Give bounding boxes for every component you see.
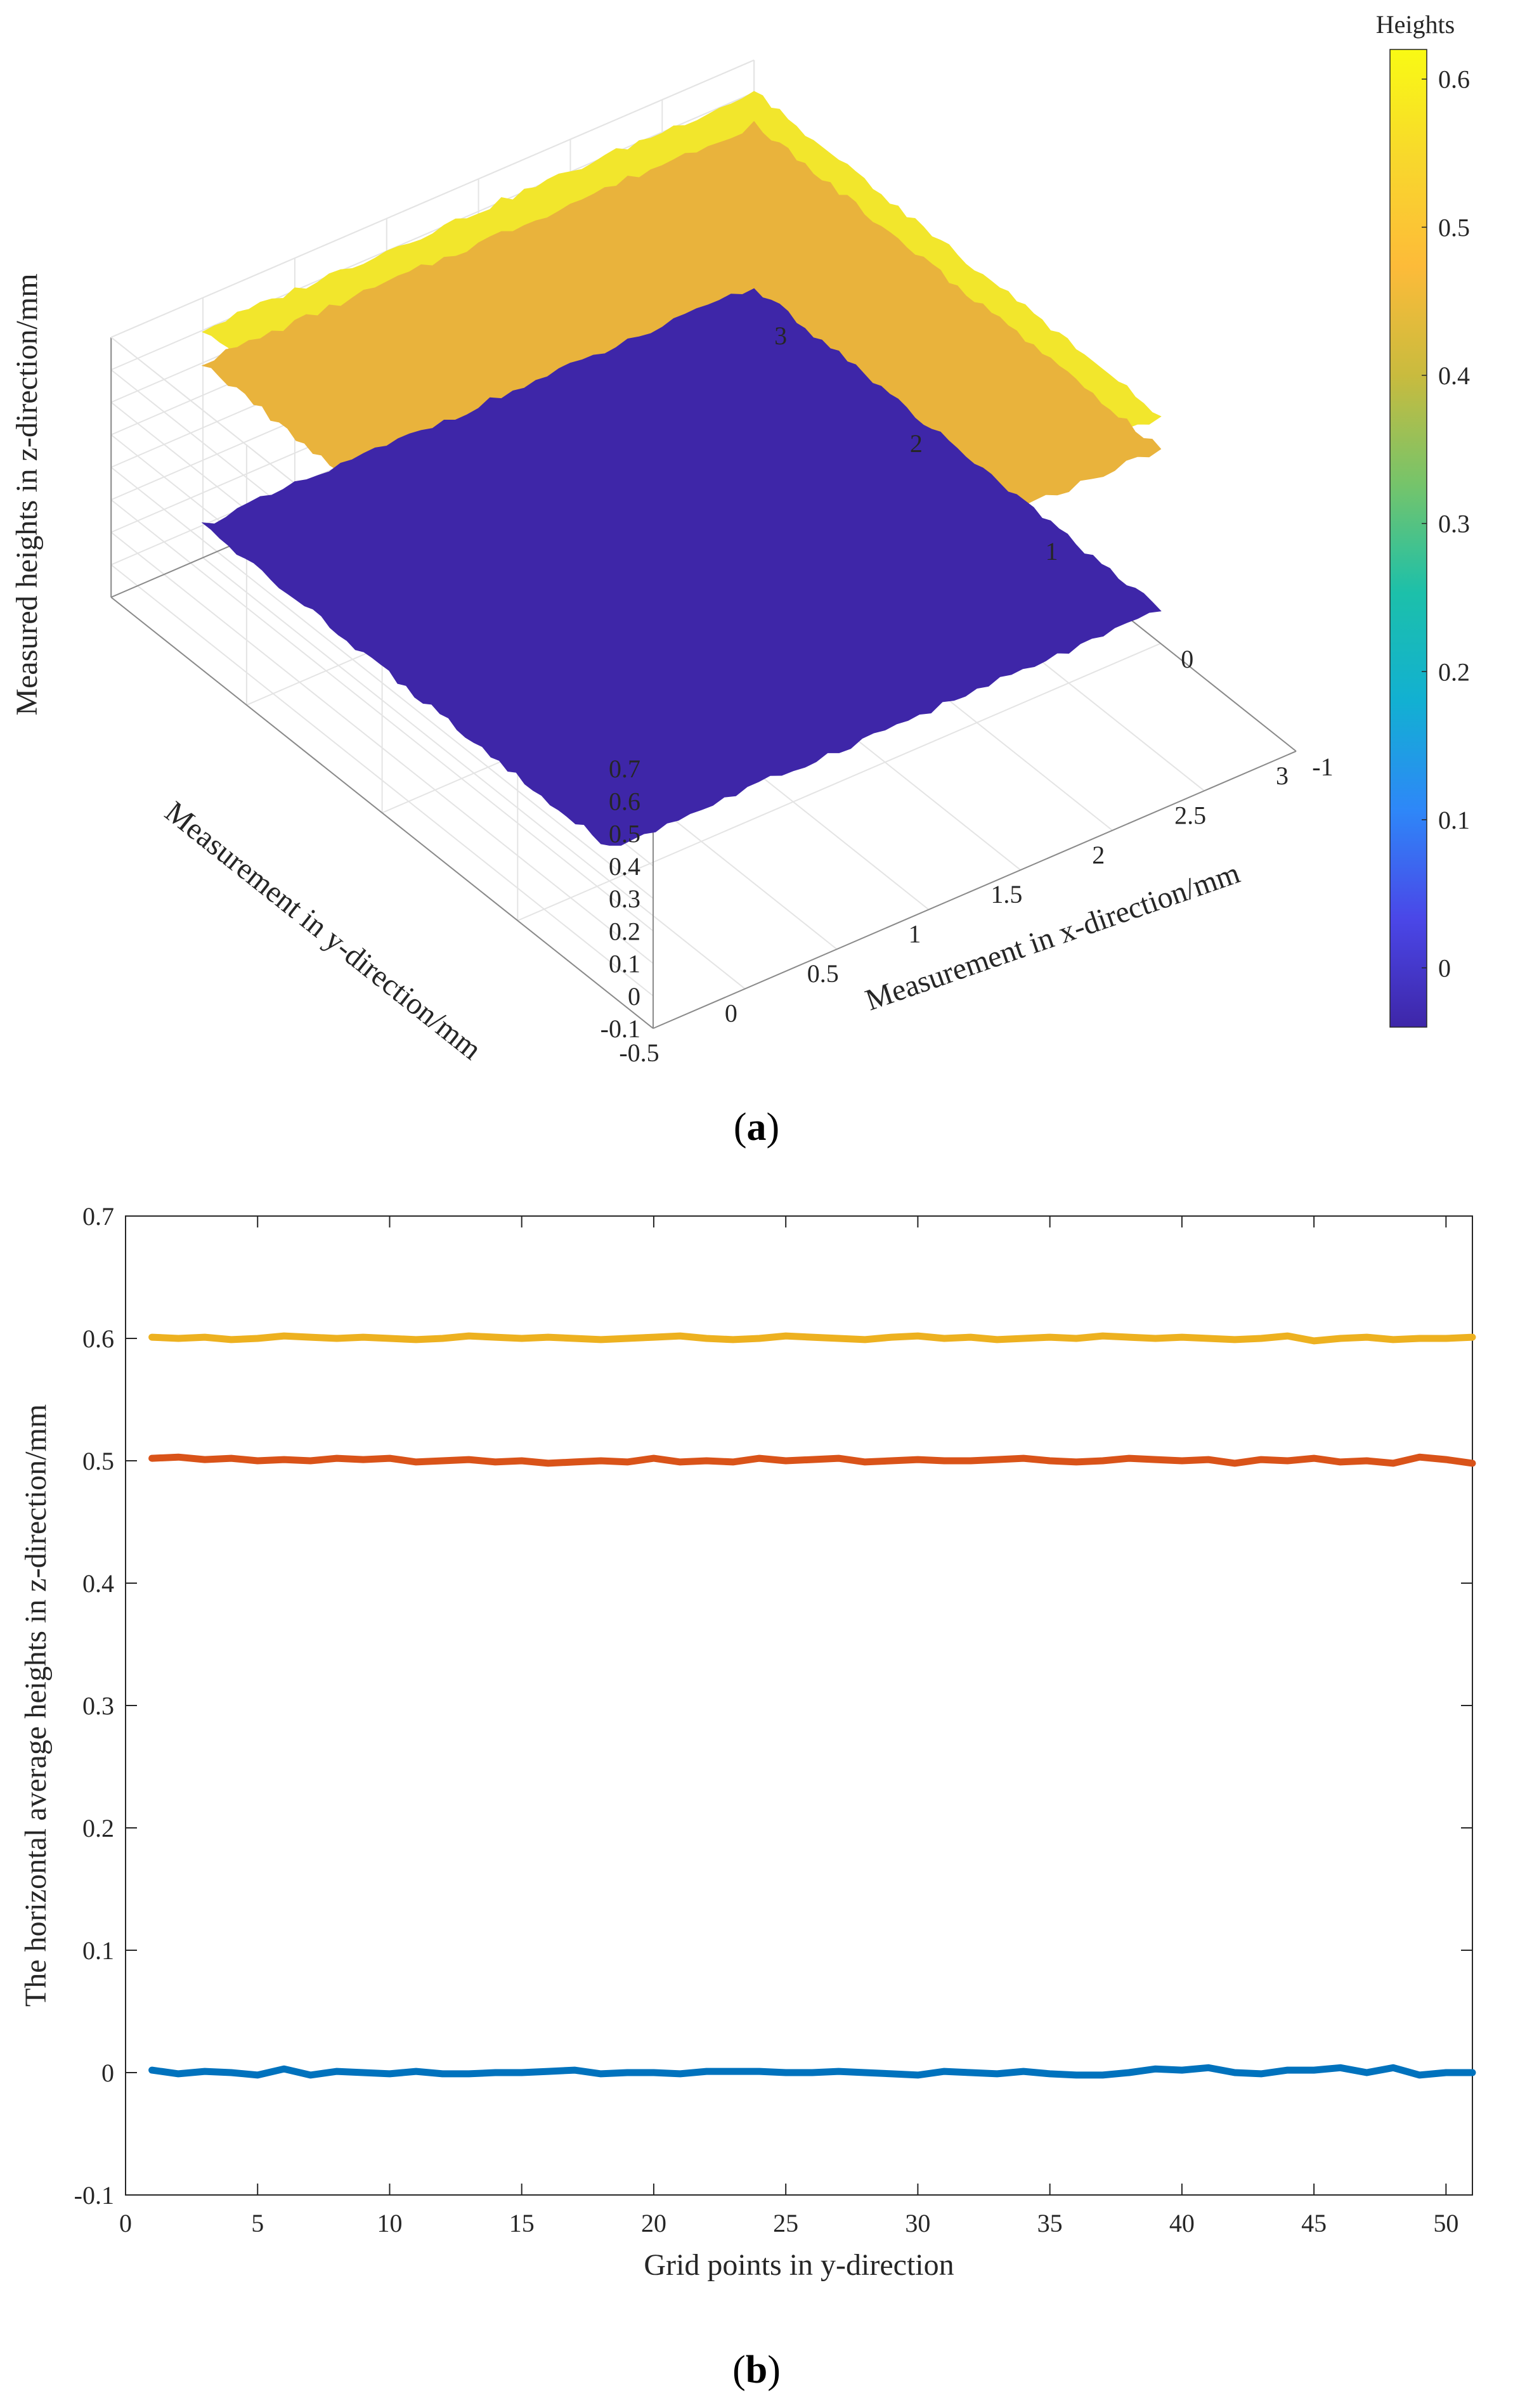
colorbar-tick-label: 0.1: [1438, 806, 1470, 834]
colorbar-tick-label: 0.2: [1438, 657, 1470, 686]
x-tick-label: 40: [1169, 2209, 1195, 2237]
x-tick-label: 1: [909, 920, 921, 948]
series-line-0.6-mm-level: [148, 1332, 1476, 1345]
x-tick-label: 35: [1037, 2209, 1063, 2237]
colorbar-tick-label: 0.6: [1438, 65, 1470, 94]
panel-label-b: (b): [732, 2348, 781, 2392]
z-tick-label: 0.6: [609, 787, 640, 815]
plot-area-box: [125, 1215, 1473, 2196]
y-tick-label: 0.6: [82, 1324, 114, 1353]
colorbar: Heights 0 0.1 0.2 0.3 0.4 0.5 0.6: [1376, 10, 1470, 1028]
series-line-0-mm-level: [148, 2064, 1476, 2079]
x-tick-label: -0.5: [619, 1039, 659, 1067]
y-tick-label: 0.1: [82, 1936, 114, 1965]
colorbar-tick-label: 0: [1438, 954, 1451, 983]
x-tick-label: 5: [251, 2209, 264, 2237]
surfaces: [201, 91, 1162, 846]
y-tick-label: -0.1: [74, 2181, 114, 2210]
colorbar-tick-label: 0.4: [1438, 361, 1470, 390]
colorbar-tick-label: 0.5: [1438, 213, 1470, 242]
panel-letter-b: b: [746, 2348, 767, 2392]
panel-label-a: (a): [734, 1106, 779, 1149]
z-tick-label: 0.5: [609, 820, 640, 848]
colorbar-gradient: [1389, 49, 1427, 1028]
z-tick-label: 0.1: [609, 950, 640, 978]
y-tick-label: 0.4: [82, 1569, 114, 1598]
axis-edge: [110, 59, 755, 338]
z-tick-label: 0.2: [609, 917, 640, 945]
x-tick-label: 30: [905, 2209, 930, 2237]
colorbar-ticks: 0 0.1 0.2 0.3 0.4 0.5 0.6: [1422, 65, 1470, 983]
x-tick-label: 25: [773, 2209, 798, 2237]
x-tick-label: 10: [377, 2209, 402, 2237]
y-tick-label: 0.5: [82, 1447, 114, 1475]
y-tick-label: 0.7: [82, 1202, 114, 1231]
y-tick-label: 2: [910, 429, 923, 458]
x-tick-label: 0.5: [807, 959, 839, 988]
gridline-y: [517, 642, 1161, 921]
y-axis-label: Measurement in y-direction/mm: [159, 795, 488, 1066]
x-tick-label: 0: [725, 999, 737, 1028]
x-tick-label: 0: [119, 2209, 132, 2237]
x-tick-label: 50: [1433, 2209, 1458, 2237]
series-line-0.5-mm-level: [148, 1453, 1476, 1467]
x-tick-label: 2: [1092, 841, 1105, 869]
z-tick-label: 0: [628, 982, 640, 1011]
colorbar-title: Heights: [1376, 10, 1455, 39]
gridline-x: [202, 557, 746, 990]
x-tick-label: 20: [641, 2209, 666, 2237]
y-tick-label: 0.2: [82, 1814, 114, 1842]
axis-edge: [110, 597, 654, 1029]
x-tick-label: 2.5: [1174, 801, 1206, 829]
panel-b-line-chart: 0 5 10 15 20 25 30 35 40 45 50 -0.100.10.20.30.40.…: [19, 1202, 1476, 2282]
y-tick-label: 3: [774, 321, 787, 350]
y-tick-label: 1: [1046, 537, 1058, 566]
y-tick-label: 0: [101, 2059, 114, 2087]
x-tick-label: 3: [1276, 761, 1289, 790]
x-axis-label: Grid points in y-direction: [644, 2248, 954, 2282]
panel-letter-a: a: [747, 1106, 767, 1149]
3d-tick-labels: -0.1 0 0.1 0.2 0.3 0.4 0.5 0.6 0.7 -0.5 0 0.5 1 1.5 2 2…: [601, 321, 1334, 1067]
x-tick-label: 15: [509, 2209, 535, 2237]
z-tick-label: -0.1: [601, 1014, 640, 1043]
x-axis-ticks: 0 5 10 15 20 25 30 35 40 45 50: [119, 1216, 1458, 2237]
z-axis-label: Measured heights in z-direction/mm: [10, 273, 44, 715]
y-tick-label: 0.3: [82, 1692, 114, 1720]
series-lines: [148, 1332, 1476, 2079]
y-axis-ticks: -0.1 0 0.1 0.2 0.3 0.4 0.5 0.6 0.7: [74, 1202, 1472, 2210]
z-tick-label: 0.4: [609, 852, 640, 881]
x-tick-label: 1.5: [990, 880, 1022, 909]
surface-bottom-surface: [201, 288, 1162, 846]
y-tick-label: -1: [1312, 753, 1333, 781]
y-axis-label: The horizontal average heights in z-dire…: [19, 1404, 53, 2007]
panel-a-3d-surface-chart: -0.1 0 0.1 0.2 0.3 0.4 0.5 0.6 0.7 -0.5 0 0.5 1 1.5 2 2…: [10, 10, 1470, 1067]
x-tick-label: 45: [1301, 2209, 1327, 2237]
x-axis-line: [653, 750, 1297, 1029]
y-tick-label: 0: [1181, 645, 1193, 673]
z-tick-label: 0.7: [609, 754, 640, 783]
z-tick-label: 0.3: [609, 884, 640, 913]
colorbar-tick-label: 0.3: [1438, 510, 1470, 538]
